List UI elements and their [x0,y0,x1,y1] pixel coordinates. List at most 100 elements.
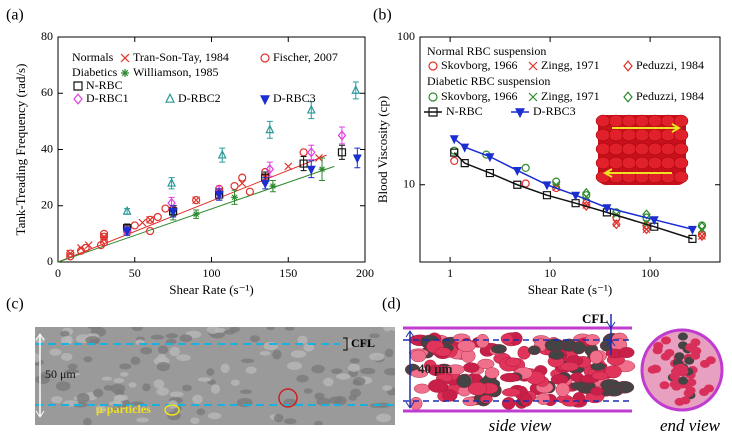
panel-label: (c) [6,296,24,313]
cell [328,396,343,405]
cell [169,346,180,357]
rbc [608,128,624,142]
cell [240,358,255,364]
rbc [536,392,551,405]
point [337,130,347,141]
cell [55,381,71,391]
rbc [590,362,606,371]
rbc [703,384,714,393]
rbc [604,365,622,379]
cell [220,363,230,374]
error-bar [338,144,345,160]
legend-marker [623,60,633,72]
point [581,187,591,199]
cell [119,371,129,377]
cell [136,417,149,423]
legend-marker [428,107,438,117]
cell [331,368,343,374]
point [449,135,459,145]
rbc [595,142,611,156]
legend-label: Tran-Son-Tay, 1984 [133,50,229,64]
particles-label: μ-particles [96,402,151,416]
cell [156,387,170,396]
cell [92,388,104,398]
rbc [479,394,493,404]
cell [376,413,392,423]
point [318,165,326,173]
rbc [604,386,624,397]
error-bar [266,120,273,139]
panel-label: (a) [6,7,24,24]
error-bar [300,156,307,172]
point [215,190,224,199]
y-tick-label: 0 [47,254,53,268]
point [138,218,147,227]
point [265,124,275,134]
cfl-bracket [343,337,348,351]
point [306,147,316,158]
point [99,238,109,247]
point [81,243,90,253]
x-tick-label: 100 [641,266,659,280]
rbc [699,359,710,368]
x-axis-title: Shear Rate (s⁻¹) [528,282,612,297]
panel-d: (d) CFL 40 μm side view end view [382,296,724,435]
rbc [634,128,650,142]
series-line [453,152,693,240]
cell [153,379,165,389]
point [542,191,552,200]
point [66,252,75,261]
point [153,212,162,222]
rbc [477,358,495,370]
cfl-label: CFL [351,336,375,350]
point [612,219,621,230]
rbc [427,364,446,377]
point [169,207,178,216]
legend-marker [428,92,438,102]
legend-marker [260,53,270,63]
cell [245,366,257,374]
cell [179,334,193,343]
rbc [647,142,663,156]
legend-marker [73,93,83,105]
rbc [457,340,476,352]
cell [165,333,178,339]
rbc [674,352,685,361]
rbc [673,128,689,142]
rbc [413,383,431,394]
cell [113,378,125,384]
point [217,149,227,159]
cell [303,343,315,352]
point [521,163,530,173]
cell [311,364,325,374]
legend-label: D-RBC3 [273,91,316,105]
legend-marker [73,81,83,91]
cell [192,394,203,405]
cell [157,345,169,354]
y-tick-label: 80 [41,29,53,43]
point [698,225,706,234]
shear-arrow [602,123,682,178]
y-tick-label: 100 [397,29,415,43]
rbc [647,365,658,374]
rbc [621,142,637,156]
cell [290,350,307,358]
cell [384,367,395,376]
width-label: 50 μm [45,367,76,381]
rbc [634,114,650,128]
point [167,177,177,187]
rbc [608,114,624,128]
point [642,209,651,220]
rbc [673,142,689,156]
x-axis-title: Shear Rate (s⁻¹) [169,282,253,297]
legend-marker [260,95,270,106]
legend-label: Zingg, 1971 [541,89,600,103]
point [512,167,522,176]
x-tick-label: 10 [544,266,556,280]
width-label: 40 μm [418,361,453,376]
legend-label: Fischer, 2007 [273,50,338,64]
legend-label: Williamson, 1985 [133,65,219,79]
cell [350,388,362,398]
cell [65,369,80,374]
